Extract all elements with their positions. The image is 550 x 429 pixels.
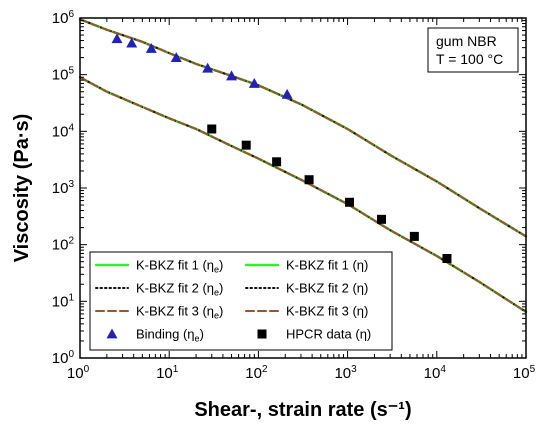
x-tick-label: 101 <box>156 364 179 382</box>
hpcr-marker <box>409 231 419 241</box>
x-tick-label: 105 <box>513 364 536 382</box>
x-tick-label: 102 <box>245 364 268 382</box>
legend-item: K-BKZ fit 1 (ηe) <box>94 258 223 275</box>
y-tick-label: 101 <box>52 292 75 310</box>
legend-item: K-BKZ fit 3 (ηe) <box>95 304 223 321</box>
hpcr-marker <box>344 197 354 207</box>
legend-label: K-BKZ fit 3 (ηe) <box>136 304 223 321</box>
legend-item: K-BKZ fit 2 (η) <box>245 281 368 296</box>
binding-marker <box>145 42 157 53</box>
tick-labels: 100 101 102 103 104 105 100 101 102 103 104 105 106 <box>52 9 536 382</box>
legend: K-BKZ fit 1 (ηe) K-BKZ fit 1 (η) K-BKZ fit… <box>89 251 393 351</box>
y-axis-title: Viscosity (Pa·s) <box>11 114 33 263</box>
binding-marker <box>111 33 123 44</box>
ticks-layer <box>79 17 527 359</box>
binding-marker <box>170 52 182 63</box>
legend-item: K-BKZ fit 3 (η) <box>245 304 368 319</box>
binding-marker <box>248 77 260 88</box>
x-tick-label: 103 <box>334 364 357 382</box>
legend-item: K-BKZ fit 1 (η) <box>244 258 368 273</box>
legend-label: K-BKZ fit 3 (η) <box>286 304 368 319</box>
legend-item: HPCR data (η) <box>257 327 371 342</box>
annotation-frame <box>427 27 519 73</box>
binding-marker <box>126 37 138 48</box>
legend-label: K-BKZ fit 2 (η) <box>286 281 368 296</box>
legend-item: Binding (ηe) <box>106 327 204 344</box>
x-axis-title: Shear-, strain rate (s⁻¹) <box>194 399 411 421</box>
legend-item: K-BKZ fit 2 (ηe) <box>95 281 223 298</box>
annotation-box: gum NBR T = 100 °C <box>427 27 519 73</box>
legend-label: K-BKZ fit 2 (ηe) <box>136 281 223 298</box>
binding-marker <box>281 88 293 99</box>
legend-label: Binding (ηe) <box>136 327 204 344</box>
x-tick-label: 104 <box>424 364 447 382</box>
hpcr-marker <box>377 214 387 224</box>
hpcr-marker <box>241 140 251 150</box>
hpcr-marker <box>304 175 314 185</box>
series-line-3 <box>79 18 527 238</box>
binding-marker <box>202 62 214 73</box>
legend-label: K-BKZ fit 1 (ηe) <box>136 258 223 275</box>
y-tick-label: 105 <box>52 66 75 84</box>
legend-label: HPCR data (η) <box>286 327 371 342</box>
binding-marker <box>226 70 238 81</box>
hpcr-marker <box>272 157 282 167</box>
y-tick-label: 106 <box>52 9 75 27</box>
x-tick-label: 100 <box>67 364 90 382</box>
binding-marker <box>106 328 118 339</box>
hpcr-marker <box>207 124 217 134</box>
marker-layer <box>111 33 452 264</box>
y-tick-label: 104 <box>52 122 75 140</box>
legend-label: K-BKZ fit 1 (η) <box>286 258 368 273</box>
hpcr-marker <box>257 329 267 339</box>
annotation-line-2: T = 100 °C <box>436 51 503 67</box>
hpcr-marker <box>442 254 452 264</box>
y-tick-label: 102 <box>52 236 75 254</box>
legend-frame <box>89 251 393 351</box>
annotation-line-1: gum NBR <box>436 33 497 49</box>
y-tick-label: 100 <box>52 349 75 367</box>
y-tick-label: 103 <box>52 179 75 197</box>
series-line-6 <box>79 76 527 313</box>
